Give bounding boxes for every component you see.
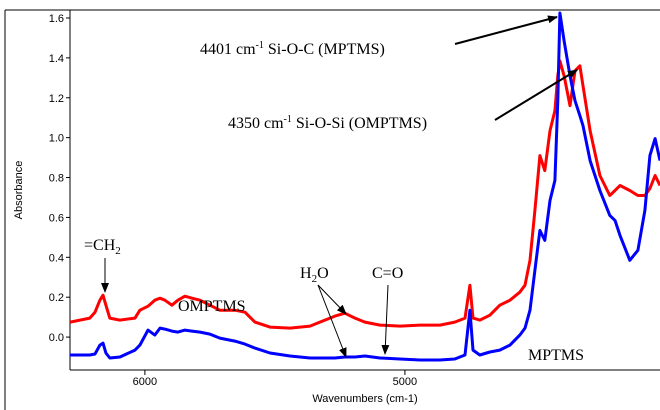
- series-label: OMPTMS: [178, 298, 246, 315]
- annotation: 4350 cm-1 Si-O-Si (OMPTMS): [228, 114, 427, 132]
- annotation-text: 4401 cm: [200, 41, 256, 58]
- series-line: [70, 11, 660, 362]
- annotation-text: =CH: [84, 237, 116, 254]
- y-tick-label: 1.4: [49, 53, 64, 65]
- arrow: [454, 15, 558, 45]
- y-tick-label: 0.2: [49, 292, 64, 304]
- plot-area: [70, 11, 660, 362]
- arrow: [381, 284, 390, 355]
- y-tick-label: 1.0: [49, 133, 64, 145]
- y-tick-label: 1.6: [49, 13, 64, 25]
- annotation-sub: 2: [115, 245, 121, 257]
- x-tick-label: 6000: [133, 376, 157, 388]
- annotation-text: Si-O-C (MPTMS): [264, 41, 385, 58]
- y-tick-label: 0.8: [49, 173, 64, 185]
- arrow: [317, 284, 347, 315]
- annotation-text: H: [300, 265, 312, 282]
- annotation: =CH2: [84, 237, 121, 257]
- series-line: [70, 59, 660, 330]
- y-tick-label: 0.6: [49, 212, 64, 224]
- annotations: [101, 15, 578, 358]
- arrow: [494, 69, 578, 121]
- annotation: 4401 cm-1 Si-O-C (MPTMS): [200, 40, 385, 58]
- x-tick-label: 5000: [393, 376, 417, 388]
- y-tick-label: 1.2: [49, 93, 64, 105]
- annotation: H2O: [300, 265, 329, 285]
- y-tick-label: 0.0: [49, 332, 64, 344]
- annotation-text: O: [317, 265, 329, 282]
- annotation-text: 4350 cm: [228, 115, 284, 132]
- annotation-sup: -1: [284, 114, 292, 125]
- x-axis-title: Wavenumbers (cm-1): [312, 393, 417, 405]
- arrow: [317, 284, 347, 358]
- y-axis-title: Absorbance: [13, 161, 25, 220]
- y-tick-label: 0.4: [49, 252, 64, 264]
- annotation-sup: -1: [256, 40, 264, 51]
- series-label: MPTMS: [528, 347, 584, 364]
- annotation: C=O: [372, 265, 403, 282]
- annotation-sub: 2: [312, 273, 318, 285]
- annotation-text: Si-O-Si (OMPTMS): [292, 115, 427, 132]
